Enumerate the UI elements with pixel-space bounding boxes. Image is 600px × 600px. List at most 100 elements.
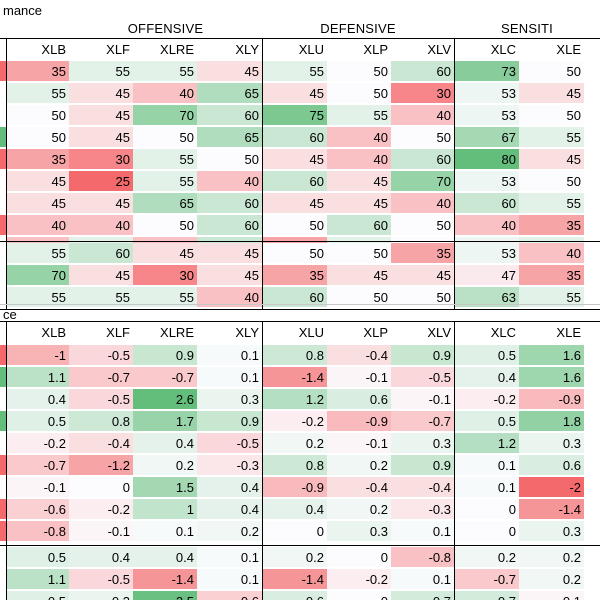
data-cell[interactable]: 1.1 (6, 569, 69, 590)
data-cell[interactable]: -0.8 (6, 521, 69, 542)
data-cell[interactable]: 1.2 (262, 389, 327, 410)
data-cell[interactable]: 0.6 (519, 455, 584, 476)
data-cell[interactable]: -0.6 (197, 591, 262, 600)
data-cell[interactable]: 55 (519, 193, 584, 214)
data-cell[interactable]: 0 (327, 591, 391, 600)
data-cell[interactable]: 55 (133, 149, 197, 170)
data-cell[interactable]: 50 (197, 149, 262, 170)
data-cell[interactable]: -0.7 (133, 367, 197, 388)
column-header-xle[interactable]: XLE (556, 325, 581, 340)
data-cell[interactable]: -1.4 (262, 367, 327, 388)
data-cell[interactable]: 50 (6, 105, 69, 126)
data-cell[interactable]: 53 (454, 171, 519, 192)
data-cell[interactable]: 40 (391, 193, 454, 214)
data-cell[interactable]: 50 (519, 171, 584, 192)
data-cell[interactable]: 65 (197, 83, 262, 104)
data-cell[interactable]: 70 (6, 265, 69, 286)
data-cell[interactable]: 2.5 (133, 591, 197, 600)
data-cell[interactable]: 0.8 (262, 345, 327, 366)
data-cell[interactable]: 1.8 (519, 411, 584, 432)
data-cell[interactable]: 45 (133, 243, 197, 264)
data-cell[interactable]: 0.1 (197, 367, 262, 388)
data-cell[interactable]: 53 (454, 243, 519, 264)
column-header-xlv[interactable]: XLV (427, 42, 451, 57)
data-cell[interactable]: -0.3 (197, 455, 262, 476)
data-cell[interactable]: -0.5 (197, 433, 262, 454)
data-cell[interactable]: 45 (197, 243, 262, 264)
data-cell[interactable]: 45 (69, 265, 133, 286)
data-cell[interactable]: 0.3 (519, 433, 584, 454)
data-cell[interactable]: 30 (391, 83, 454, 104)
data-cell[interactable]: -0.5 (391, 367, 454, 388)
column-header-xlb[interactable]: XLB (41, 325, 66, 340)
data-cell[interactable]: 67 (454, 127, 519, 148)
row-label-cell[interactable] (0, 237, 6, 258)
data-cell[interactable]: 0.1 (197, 345, 262, 366)
data-cell[interactable]: 65 (133, 193, 197, 214)
data-cell[interactable]: 40 (197, 287, 262, 308)
data-cell[interactable]: 55 (69, 287, 133, 308)
data-cell[interactable]: 0 (454, 499, 519, 520)
data-cell[interactable]: 50 (327, 83, 391, 104)
data-cell[interactable]: 0.3 (519, 521, 584, 542)
data-cell[interactable]: 0 (327, 547, 391, 568)
data-cell[interactable]: 45 (327, 171, 391, 192)
data-cell[interactable]: 55 (6, 83, 69, 104)
data-cell[interactable]: 30 (133, 265, 197, 286)
data-cell[interactable]: 55 (519, 127, 584, 148)
data-cell[interactable]: 0.2 (133, 455, 197, 476)
data-cell[interactable]: 40 (327, 149, 391, 170)
column-header-xly[interactable]: XLY (235, 325, 259, 340)
data-cell[interactable]: 45 (197, 265, 262, 286)
data-cell[interactable]: -0.6 (6, 499, 69, 520)
row-label-cell[interactable] (0, 83, 6, 104)
data-cell[interactable]: 73 (454, 61, 519, 82)
data-cell[interactable]: -0.4 (327, 477, 391, 498)
data-cell[interactable]: 60 (391, 149, 454, 170)
data-cell[interactable]: 0.5 (454, 345, 519, 366)
data-cell[interactable]: -1.4 (519, 499, 584, 520)
data-cell[interactable]: 50 (391, 287, 454, 308)
row-label-cell[interactable] (0, 389, 6, 410)
data-cell[interactable]: -0.5 (69, 389, 133, 410)
data-cell[interactable]: 45 (262, 149, 327, 170)
data-cell[interactable]: 60 (391, 61, 454, 82)
data-cell[interactable]: 70 (133, 105, 197, 126)
data-cell[interactable]: -1.4 (262, 569, 327, 590)
data-cell[interactable]: 0.2 (519, 569, 584, 590)
data-cell[interactable]: -2 (519, 477, 584, 498)
data-cell[interactable]: 40 (197, 171, 262, 192)
column-header-xlc[interactable]: XLC (490, 325, 516, 340)
row-label-cell[interactable] (0, 521, 6, 542)
row-label-cell[interactable] (0, 499, 6, 520)
data-cell[interactable]: 0.3 (69, 591, 133, 600)
data-cell[interactable]: 30 (69, 149, 133, 170)
data-cell[interactable]: 50 (391, 127, 454, 148)
data-cell[interactable]: 45 (197, 61, 262, 82)
data-cell[interactable]: 40 (454, 215, 519, 236)
data-cell[interactable]: 50 (6, 127, 69, 148)
data-cell[interactable]: -0.2 (262, 411, 327, 432)
data-cell[interactable]: 50 (391, 215, 454, 236)
data-cell[interactable]: 0.9 (391, 455, 454, 476)
data-cell[interactable]: 0.3 (197, 389, 262, 410)
data-cell[interactable]: 0 (262, 521, 327, 542)
data-cell[interactable]: -0.9 (262, 477, 327, 498)
data-cell[interactable]: 0.7 (454, 591, 519, 600)
data-cell[interactable]: 0.1 (197, 569, 262, 590)
data-cell[interactable]: 60 (262, 287, 327, 308)
data-cell[interactable]: 45 (69, 193, 133, 214)
row-label-cell[interactable] (0, 149, 6, 170)
data-cell[interactable]: 45 (6, 171, 69, 192)
data-cell[interactable]: -0.1 (6, 477, 69, 498)
row-label-cell[interactable] (0, 411, 6, 432)
column-header-xle[interactable]: XLE (556, 42, 581, 57)
data-cell[interactable]: -0.1 (391, 389, 454, 410)
data-cell[interactable]: -0.1 (327, 433, 391, 454)
column-header-xlu[interactable]: XLU (298, 42, 324, 57)
data-cell[interactable]: 45 (69, 105, 133, 126)
data-cell[interactable]: 60 (262, 127, 327, 148)
data-cell[interactable]: 0.1 (133, 521, 197, 542)
data-cell[interactable]: 50 (327, 61, 391, 82)
data-cell[interactable]: 50 (262, 215, 327, 236)
